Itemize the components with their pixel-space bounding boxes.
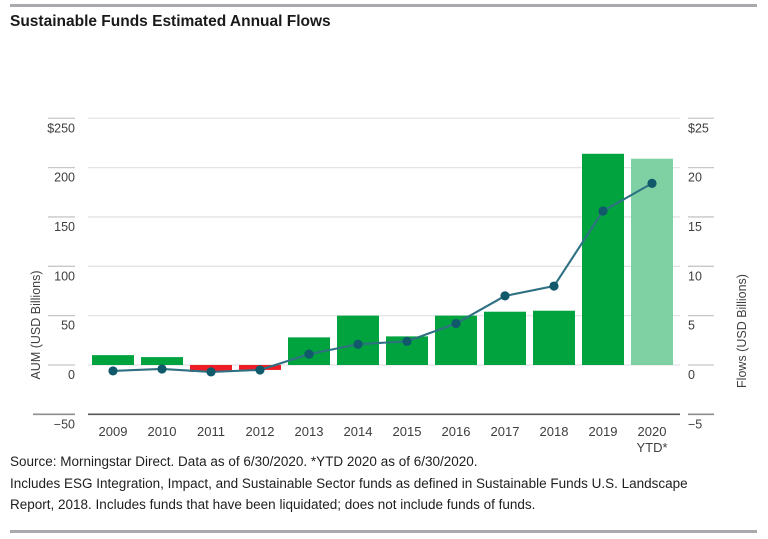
aum-point-2014 <box>353 339 363 349</box>
aum-point-2009 <box>108 366 118 376</box>
left-axis-tick-label: −50 <box>54 417 75 431</box>
right-axis-tick-label: $25 <box>688 121 709 135</box>
x-axis-label: 2017 <box>491 424 520 439</box>
aum-point-2018 <box>549 281 559 291</box>
x-axis-label: YTD* <box>636 440 667 455</box>
footnote-line-3: Report, 2018. Includes funds that have b… <box>10 497 536 512</box>
left-axis-tick-label: $250 <box>47 121 75 135</box>
right-axis-tick-label: 15 <box>688 220 702 234</box>
aum-line <box>112 182 653 373</box>
chart-title: Sustainable Funds Estimated Annual Flows <box>10 13 331 30</box>
x-axis-label: 2014 <box>344 424 373 439</box>
x-axis-label: 2018 <box>540 424 569 439</box>
right-axis-tick-label: 10 <box>688 269 702 283</box>
footnote-line-1: Source: Morningstar Direct. Data as of 6… <box>10 454 478 469</box>
flow-bar-2019 <box>582 153 624 365</box>
aum-point-2016 <box>451 318 461 329</box>
flow-bar-2017 <box>484 311 526 365</box>
left-axis-tick-label: 150 <box>54 220 75 234</box>
aum-point-2012 <box>255 365 265 375</box>
left-axis-tick-label: 200 <box>54 171 75 185</box>
aum-point-2020 <box>647 178 657 188</box>
x-axis-label: 2013 <box>295 424 324 439</box>
flow-bar-2020 <box>631 158 673 365</box>
x-axis-label: 2016 <box>442 424 471 439</box>
footnote-line-2: Includes ESG Integration, Impact, and Su… <box>10 475 688 491</box>
left-axis-title: AUM (USD Billions) <box>29 270 43 380</box>
x-axis-label: 2010 <box>148 424 177 439</box>
right-axis-tick-label: 0 <box>688 368 695 382</box>
aum-point-2013 <box>304 349 314 359</box>
flow-bar-2018 <box>533 310 575 365</box>
bottom-rule <box>10 530 757 533</box>
aum-point-2011 <box>206 367 216 377</box>
x-axis-label: 2011 <box>197 424 225 439</box>
right-axis-tick-label: 20 <box>688 171 702 185</box>
x-axis-label: 2020 <box>638 424 667 439</box>
right-axis-tick-label: 5 <box>688 319 695 333</box>
left-axis-tick-label: 0 <box>68 368 75 382</box>
left-axis-tick-label: 100 <box>54 269 75 283</box>
aum-point-2019 <box>598 206 608 216</box>
left-axis-tick-label: 50 <box>61 319 75 333</box>
flow-bar-2010 <box>141 357 183 365</box>
x-axis-label: 2015 <box>393 424 422 439</box>
right-axis-title: Flows (USD Billions) <box>735 274 749 388</box>
x-axis-label: 2012 <box>246 424 275 439</box>
source-footnote: Source: Morningstar Direct. Data as of 6… <box>10 451 758 516</box>
top-rule <box>10 4 757 7</box>
aum-point-2017 <box>500 291 510 301</box>
aum-point-2010 <box>157 364 167 374</box>
right-axis-tick-label: −5 <box>688 417 702 431</box>
x-axis-label: 2009 <box>99 424 128 439</box>
flow-bar-2009 <box>92 355 134 365</box>
aum-point-2015 <box>402 336 412 346</box>
x-axis-label: 2019 <box>589 424 618 439</box>
